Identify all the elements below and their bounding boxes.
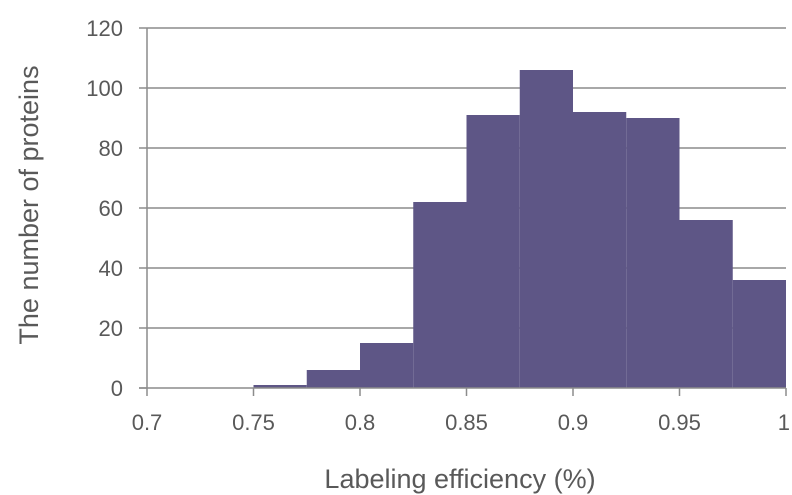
histogram-bar	[413, 202, 467, 388]
histogram-bar	[466, 115, 520, 388]
x-tick-labels: 0.7 0.75 0.8 0.85 0.9 0.95 1	[132, 410, 790, 435]
histogram-bar	[519, 70, 573, 388]
histogram-bar	[732, 280, 786, 388]
x-axis-title: Labeling efficiency (%)	[324, 464, 595, 494]
y-tick-label: 60	[99, 196, 123, 221]
y-axis-title: The number of proteins	[14, 65, 44, 344]
axes	[139, 27, 787, 396]
x-tick-label: 0.7	[132, 410, 163, 435]
x-tick-label: 1	[778, 410, 790, 435]
y-tick-label: 120	[86, 16, 123, 41]
histogram-bar	[626, 118, 680, 388]
histogram-bar	[679, 220, 733, 388]
x-tick-label: 0.9	[558, 410, 589, 435]
x-tick-label: 0.75	[232, 410, 275, 435]
x-tick-label: 0.85	[445, 410, 488, 435]
y-tick-label: 80	[99, 136, 123, 161]
y-tick-label: 40	[99, 256, 123, 281]
y-tick-label: 100	[86, 76, 123, 101]
histogram-bar	[253, 385, 307, 388]
y-tick-label: 0	[111, 376, 123, 401]
histogram-bar	[360, 343, 414, 388]
x-tick-label: 0.95	[658, 410, 701, 435]
x-tick-label: 0.8	[345, 410, 376, 435]
histogram-bar	[573, 112, 627, 388]
histogram-bars	[253, 70, 786, 388]
histogram-bar	[306, 370, 360, 388]
y-tick-labels: 0 20 40 60 80 100 120	[86, 16, 123, 401]
y-tick-label: 20	[99, 316, 123, 341]
